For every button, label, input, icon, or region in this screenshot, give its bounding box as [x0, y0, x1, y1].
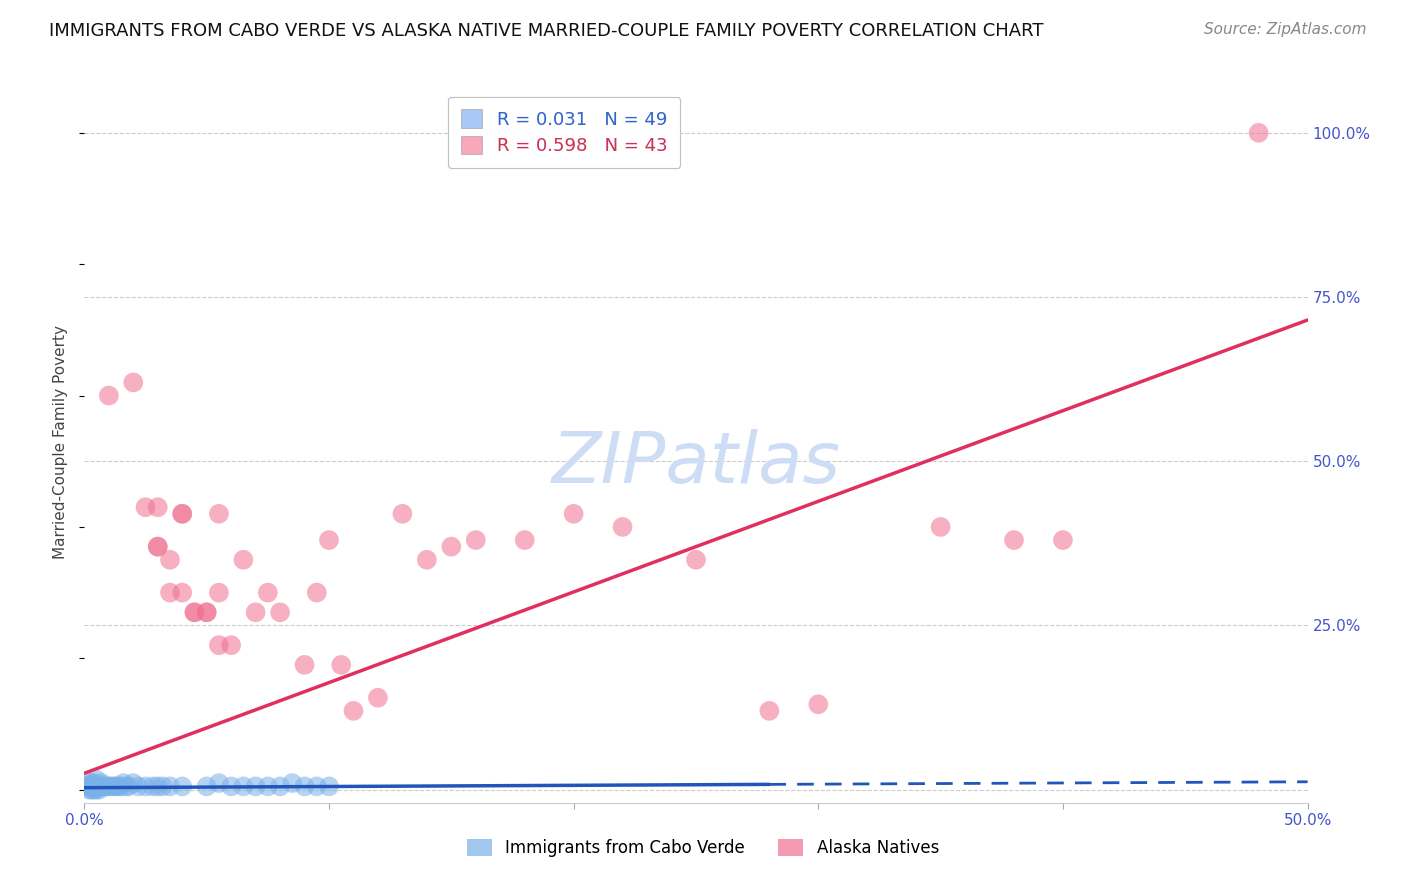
Point [77, 782, 100, 797]
Text: ZIPatlas: ZIPatlas [551, 429, 841, 498]
Point [86, 780, 108, 794]
Point [367, 690, 389, 705]
Legend: Immigrants from Cabo Verde, Alaska Natives: Immigrants from Cabo Verde, Alaska Nativ… [458, 831, 948, 866]
Point [80, 780, 103, 794]
Point [232, 780, 254, 794]
Legend: R = 0.031   N = 49, R = 0.598   N = 43: R = 0.031 N = 49, R = 0.598 N = 43 [449, 96, 681, 168]
Point [318, 780, 340, 794]
Point [219, 638, 242, 652]
Point [391, 507, 413, 521]
Point [105, 780, 128, 794]
Point [172, 585, 194, 599]
Point [97, 388, 120, 402]
Point [122, 776, 145, 790]
Point [1247, 126, 1270, 140]
Point [219, 780, 242, 794]
Point [172, 507, 194, 521]
Point [146, 540, 169, 554]
Point [232, 553, 254, 567]
Point [562, 507, 585, 521]
Point [96, 780, 118, 794]
Point [87, 782, 110, 797]
Point [86, 782, 108, 797]
Point [90, 780, 112, 794]
Point [195, 605, 218, 619]
Point [294, 780, 316, 794]
Point [100, 780, 122, 794]
Point [172, 507, 194, 521]
Text: Source: ZipAtlas.com: Source: ZipAtlas.com [1204, 22, 1367, 37]
Point [76, 780, 98, 794]
Point [1052, 533, 1074, 547]
Point [208, 638, 231, 652]
Point [440, 540, 463, 554]
Point [107, 780, 129, 794]
Point [208, 585, 231, 599]
Point [612, 520, 634, 534]
Point [269, 605, 291, 619]
Point [195, 605, 218, 619]
Point [183, 605, 205, 619]
Point [112, 776, 135, 790]
Point [80, 780, 103, 794]
Point [115, 780, 138, 794]
Point [87, 780, 110, 794]
Point [342, 704, 364, 718]
Point [758, 704, 780, 718]
Point [135, 780, 157, 794]
Point [257, 780, 280, 794]
Point [269, 780, 291, 794]
Text: IMMIGRANTS FROM CABO VERDE VS ALASKA NATIVE MARRIED-COUPLE FAMILY POVERTY CORREL: IMMIGRANTS FROM CABO VERDE VS ALASKA NAT… [49, 22, 1043, 40]
Point [97, 780, 120, 794]
Point [146, 780, 169, 794]
Point [172, 780, 194, 794]
Point [685, 553, 707, 567]
Point [195, 780, 218, 794]
Point [110, 780, 132, 794]
Point [245, 605, 267, 619]
Point [76, 780, 98, 794]
Point [183, 605, 205, 619]
Point [305, 585, 328, 599]
Point [103, 780, 125, 794]
Point [807, 698, 830, 712]
Point [929, 520, 952, 534]
Y-axis label: Married-Couple Family Poverty: Married-Couple Family Poverty [53, 325, 69, 558]
Point [318, 533, 340, 547]
Point [135, 500, 157, 515]
Point [83, 782, 105, 797]
Point [127, 780, 149, 794]
Point [208, 776, 231, 790]
Point [513, 533, 536, 547]
Point [305, 780, 328, 794]
Point [86, 772, 108, 787]
Point [159, 780, 181, 794]
Point [330, 657, 353, 672]
Point [281, 776, 304, 790]
Point [83, 780, 105, 794]
Point [464, 533, 486, 547]
Point [159, 553, 181, 567]
Point [77, 776, 100, 790]
Point [122, 376, 145, 390]
Point [245, 780, 267, 794]
Point [80, 782, 103, 797]
Point [257, 585, 280, 599]
Point [142, 780, 165, 794]
Point [90, 776, 112, 790]
Point [152, 780, 174, 794]
Point [77, 780, 100, 794]
Point [159, 585, 181, 599]
Point [80, 776, 103, 790]
Point [117, 780, 139, 794]
Point [208, 507, 231, 521]
Point [146, 540, 169, 554]
Point [93, 780, 115, 794]
Point [146, 500, 169, 515]
Point [1002, 533, 1025, 547]
Point [294, 657, 316, 672]
Point [83, 776, 105, 790]
Point [416, 553, 439, 567]
